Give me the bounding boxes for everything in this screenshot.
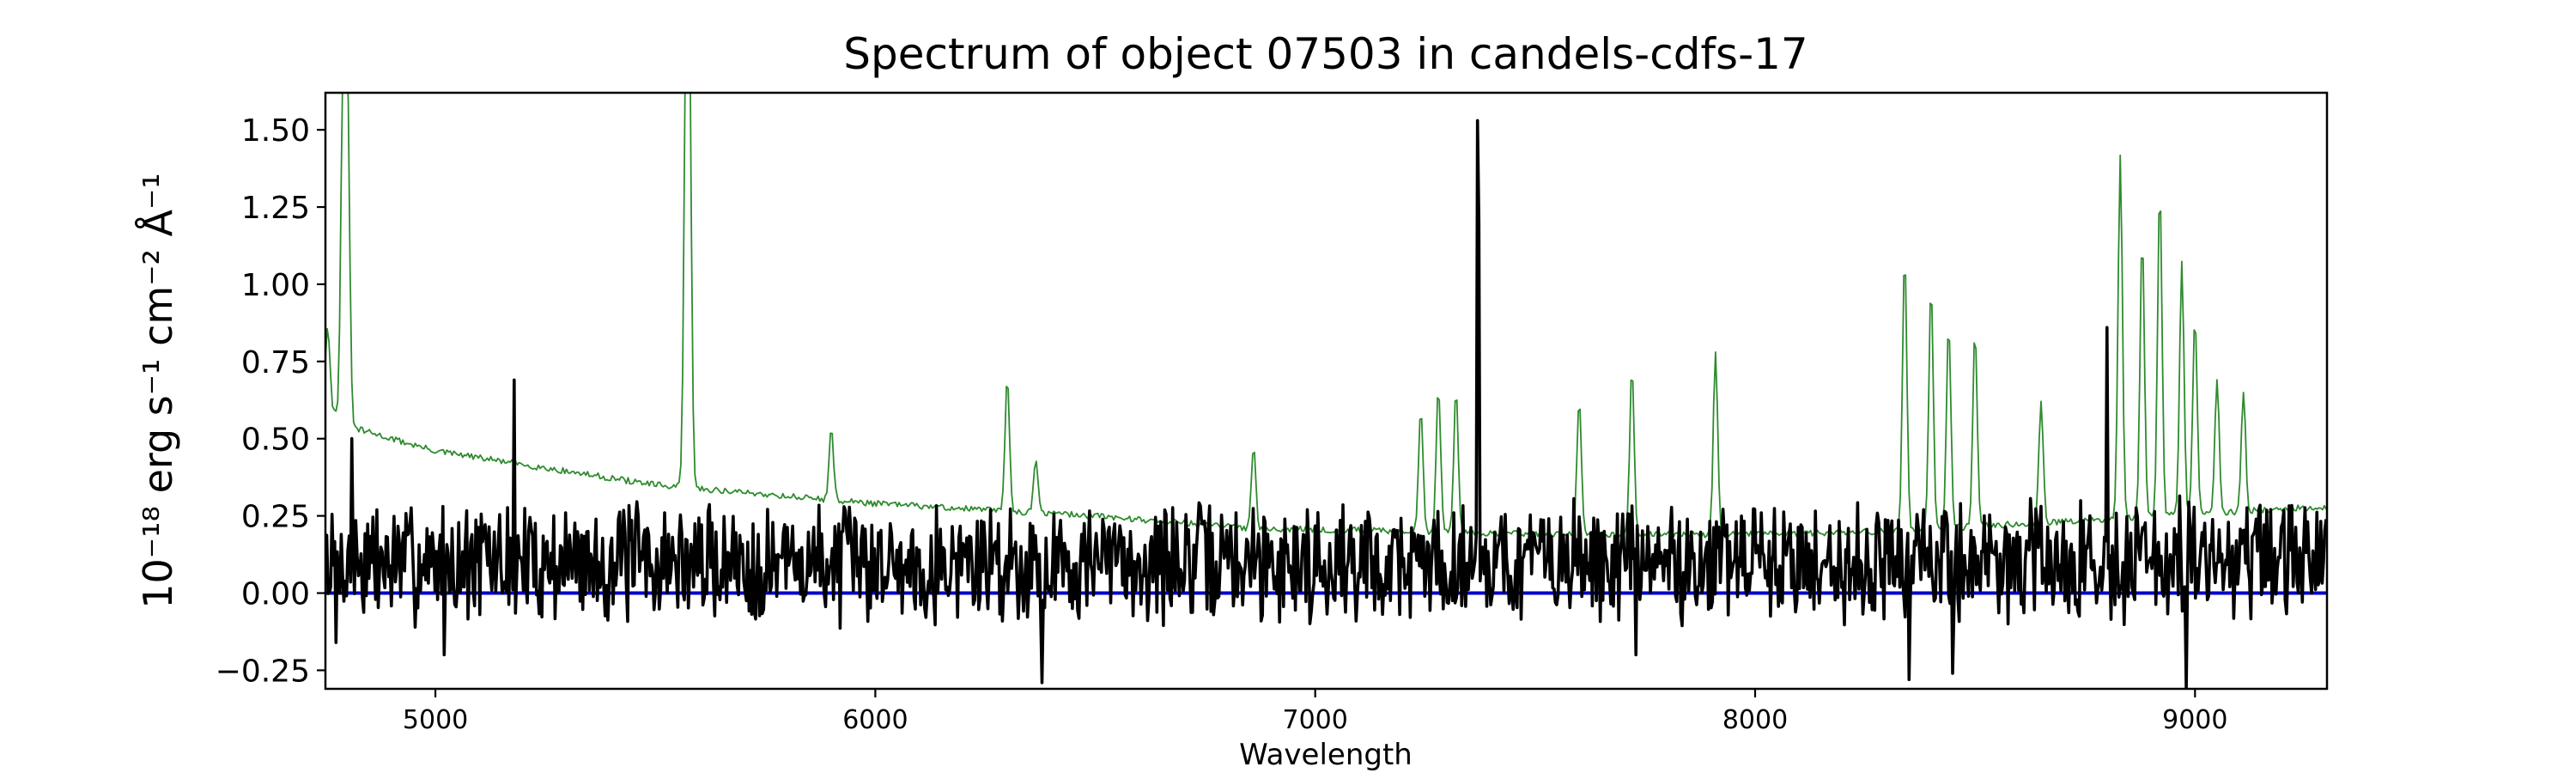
x-tick-label: 6000 xyxy=(842,705,908,735)
y-tick-label: 0.75 xyxy=(241,345,310,380)
y-tick-label: 1.25 xyxy=(241,191,310,226)
y-tick-label: 1.00 xyxy=(241,268,310,303)
y-tick-label: −0.25 xyxy=(216,654,310,689)
x-tick-label: 8000 xyxy=(1722,705,1788,735)
x-tick-label: 5000 xyxy=(403,705,468,735)
y-tick-label: 1.50 xyxy=(241,113,310,149)
error-spectrum-line xyxy=(325,93,2327,539)
y-tick-label: 0.25 xyxy=(241,500,310,535)
x-axis-label: Wavelength xyxy=(1239,738,1413,772)
x-axis-ticks: 5000 6000 7000 8000 9000 xyxy=(403,689,2227,735)
chart-title: Spectrum of object 07503 in candels-cdfs… xyxy=(843,29,1808,79)
y-tick-label: 0.00 xyxy=(241,577,310,612)
flux-spectrum-line xyxy=(325,119,2327,689)
y-axis-ticks: −0.25 0.00 0.25 0.50 0.75 1.00 1.25 1.50 xyxy=(216,113,325,689)
y-tick-label: 0.50 xyxy=(241,423,310,458)
x-tick-label: 7000 xyxy=(1283,705,1348,735)
x-tick-label: 9000 xyxy=(2162,705,2227,735)
y-axis-label: 10⁻¹⁸ erg s⁻¹ cm⁻² Å⁻¹ xyxy=(135,173,181,608)
plot-frame xyxy=(324,91,2329,691)
